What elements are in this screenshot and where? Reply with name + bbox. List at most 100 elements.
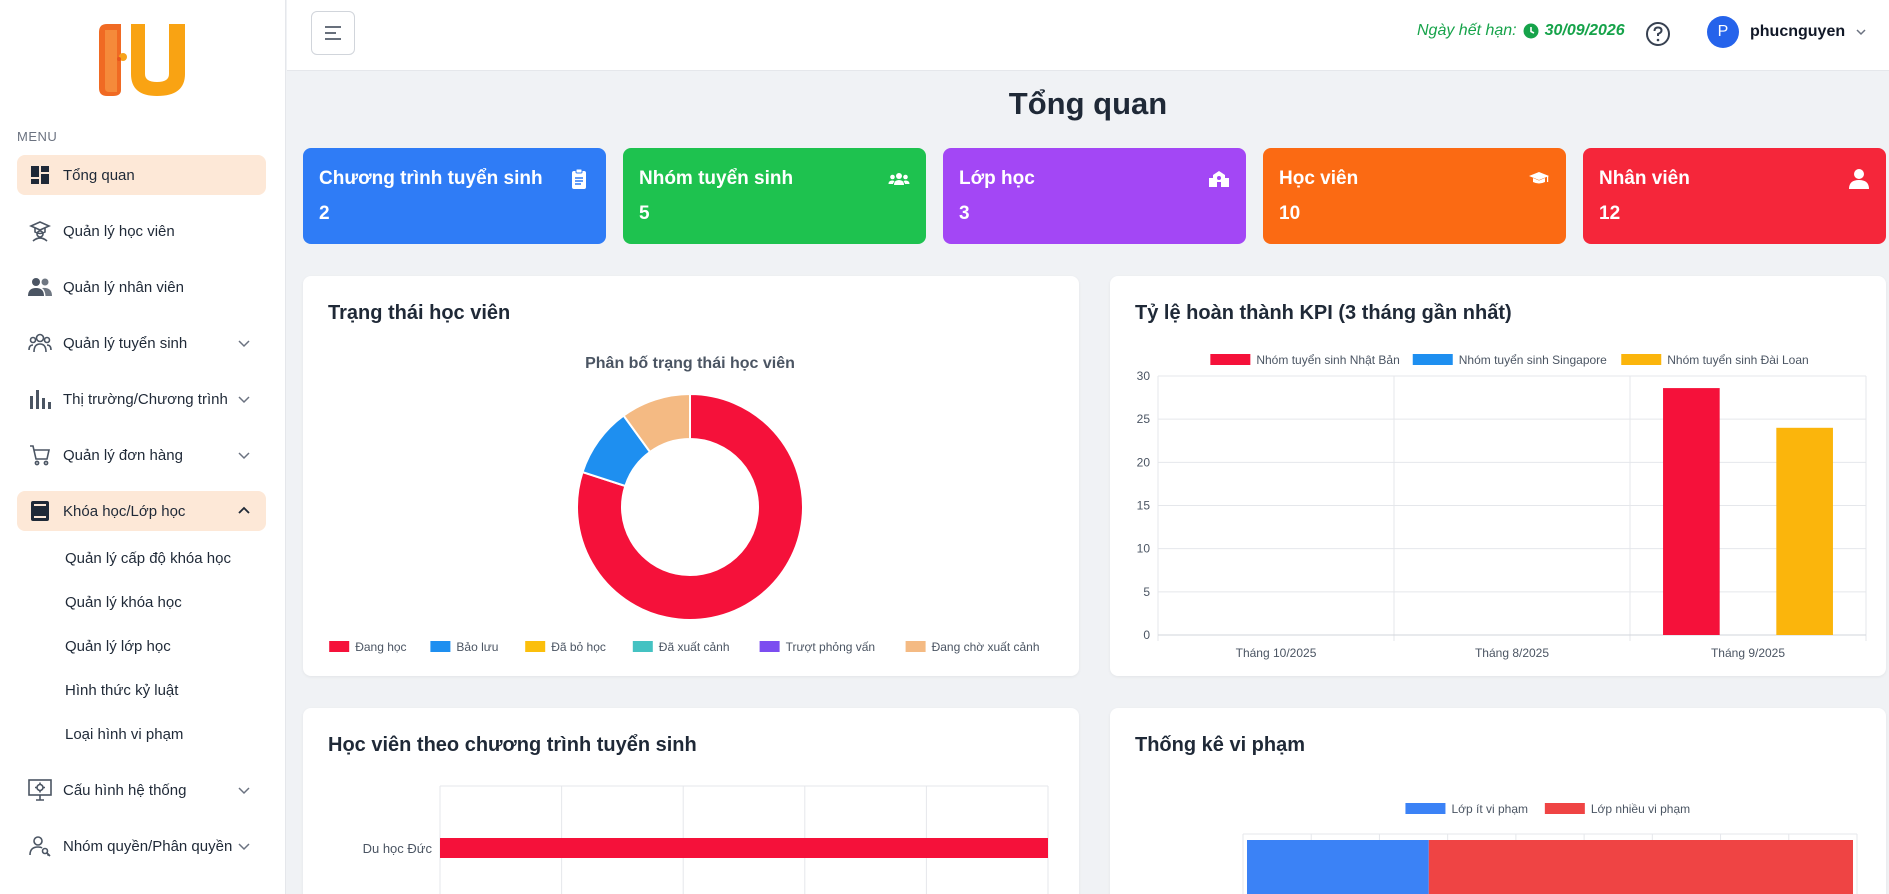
dashboard-icon [27, 162, 53, 188]
sidebar-item-dashboard[interactable]: Tổng quan [17, 155, 266, 195]
sidebar-item-courses[interactable]: Khóa học/Lớp học [17, 491, 266, 531]
hamburger-icon [325, 26, 341, 40]
user-menu[interactable]: P phucnguyen [1707, 16, 1867, 48]
legend-label: Đã xuất cảnh [659, 640, 730, 654]
sidebar-subitem-violation-types[interactable]: Loại hình vi phạm [65, 726, 184, 743]
settings-monitor-icon [27, 777, 53, 803]
stat-value: 3 [959, 203, 970, 224]
stat-title: Nhóm tuyển sinh [639, 168, 794, 189]
card-title: Học viên theo chương trình tuyển sinh [328, 734, 697, 756]
brand-logo[interactable] [95, 22, 189, 98]
legend-swatch [905, 641, 926, 652]
kpi-bar-chart: Nhóm tuyển sinh Nhật Bản Nhóm tuyển sinh … [1137, 353, 1867, 660]
bar-chart-icon [27, 386, 53, 412]
stat-card-students[interactable]: Học viên 10 [1263, 148, 1566, 244]
legend-swatch [632, 641, 653, 652]
sidebar-subitem-discipline[interactable]: Hình thức kỷ luật [65, 682, 179, 699]
sidebar-item-label: Thị trường/Chương trình [63, 390, 228, 408]
legend-label: Đang học [355, 640, 406, 654]
bar [1247, 840, 1429, 894]
legend-label: Đã bỏ học [551, 640, 606, 654]
y-tick-label: 5 [1143, 585, 1150, 599]
donut-slice [622, 392, 691, 454]
legend-swatch [1544, 803, 1585, 814]
sidebar-item-staff[interactable]: Quản lý nhân viên [17, 267, 266, 307]
sidebar-item-markets[interactable]: Thị trường/Chương trình [17, 379, 266, 419]
help-icon[interactable] [1645, 21, 1671, 47]
sidebar-item-label: Quản lý nhân viên [63, 278, 184, 296]
y-tick-label: 10 [1137, 542, 1151, 556]
chevron-down-icon [238, 396, 250, 404]
legend-label: Nhóm tuyển sinh Nhật Bản [1256, 353, 1399, 367]
legend-label: Đang chờ xuất cảnh [932, 640, 1040, 654]
violations-chart: Lớp ít vi phạm Lớp nhiều vi phạm [1242, 802, 1858, 894]
book-icon [27, 498, 53, 524]
students-by-program-card: Học viên theo chương trình tuyển sinh Du… [303, 708, 1079, 894]
username: phucnguyen [1750, 23, 1846, 40]
sidebar-item-label: Tổng quan [63, 166, 135, 184]
cart-icon [27, 442, 53, 468]
x-tick-label: Tháng 9/2025 [1711, 646, 1785, 660]
sidebar-item-label: Cấu hình hệ thống [63, 781, 187, 799]
chart-title: Phân bố trạng thái học viên [585, 355, 795, 372]
sidebar-item-label: Quản lý tuyển sinh [63, 334, 188, 352]
chevron-down-icon [238, 452, 250, 460]
student-status-donut-chart: Phân bố trạng thái học viên Đang học Bảo l… [329, 355, 1040, 654]
stat-card-classes[interactable]: Lớp học 3 [943, 148, 1246, 244]
sidebar-subitem-courses[interactable]: Quản lý khóa học [65, 594, 182, 611]
chevron-down-icon [1856, 29, 1866, 36]
legend-swatch [1412, 354, 1453, 365]
sidebar-item-permissions[interactable]: Nhóm quyền/Phân quyền [17, 826, 266, 866]
stat-value: 12 [1599, 203, 1621, 224]
sidebar-item-orders[interactable]: Quản lý đơn hàng [17, 435, 266, 475]
stat-value: 2 [319, 203, 330, 224]
sidebar-item-students[interactable]: Quản lý học viên [17, 211, 266, 251]
students-by-program-chart: Du học Đức [363, 785, 1049, 894]
stat-value: 10 [1279, 203, 1301, 224]
y-tick-label: 20 [1137, 455, 1151, 469]
sidebar-subitem-classes[interactable]: Quản lý lớp học [65, 638, 171, 655]
bar [440, 838, 1048, 858]
group-icon [27, 330, 53, 356]
clipboard-icon [572, 168, 586, 189]
user-icon [1849, 169, 1869, 189]
y-tick-label: 30 [1137, 369, 1151, 383]
legend-label: Nhóm tuyển sinh Singapore [1459, 353, 1607, 367]
legend-label: Bảo lưu [456, 640, 498, 654]
sidebar-item-system-config[interactable]: Cấu hình hệ thống [17, 770, 266, 810]
student-status-card: Trạng thái học viên Phân bố trạng thái h… [303, 276, 1079, 676]
legend-swatch [1210, 354, 1251, 365]
legend-swatch [525, 641, 546, 652]
legend-swatch [329, 641, 350, 652]
stat-card-admission-groups[interactable]: Nhóm tuyển sinh 5 [623, 148, 926, 244]
menu-toggle-button[interactable] [311, 11, 355, 55]
legend-label: Nhóm tuyển sinh Đài Loan [1667, 353, 1808, 367]
stat-card-programs[interactable]: Chương trình tuyển sinh 2 [303, 148, 606, 244]
stat-title: Học viên [1279, 168, 1359, 189]
donut-slice [576, 392, 804, 621]
bar [1428, 840, 1853, 894]
stat-title: Chương trình tuyển sinh [319, 168, 543, 189]
card-title: Thống kê vi phạm [1135, 734, 1306, 756]
sidebar-subitem-course-levels[interactable]: Quản lý cấp độ khóa học [65, 550, 231, 567]
legend-swatch [1621, 354, 1662, 365]
card-title: Tỷ lệ hoàn thành KPI (3 tháng gần nhất) [1135, 302, 1512, 324]
legend-label: Lớp nhiều vi phạm [1591, 802, 1690, 816]
bar [1663, 388, 1720, 635]
legend-label: Trượt phỏng vấn [786, 640, 876, 654]
clock-icon [1523, 23, 1539, 39]
y-tick-label: 25 [1137, 412, 1151, 426]
stat-card-staff[interactable]: Nhân viên 12 [1583, 148, 1886, 244]
violations-card: Thống kê vi phạm Lớp ít vi phạm Lớp nhiều… [1110, 708, 1886, 894]
avatar: P [1707, 16, 1739, 48]
sidebar-item-label: Nhóm quyền/Phân quyền [63, 837, 233, 855]
sidebar-item-label: Quản lý đơn hàng [63, 446, 183, 464]
stat-title: Nhân viên [1599, 168, 1690, 189]
graduation-cap-icon [1529, 172, 1549, 184]
users-icon [27, 274, 53, 300]
stat-value: 5 [639, 203, 650, 224]
menu-caption: MENU [17, 129, 58, 144]
chevron-down-icon [238, 787, 250, 795]
legend-swatch [430, 641, 451, 652]
sidebar-item-admissions[interactable]: Quản lý tuyển sinh [17, 323, 266, 363]
